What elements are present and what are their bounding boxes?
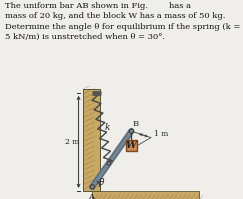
- Circle shape: [107, 162, 111, 165]
- Bar: [126, 140, 137, 151]
- Text: W: W: [126, 141, 137, 150]
- Text: 2 m: 2 m: [65, 138, 80, 146]
- Circle shape: [129, 129, 133, 133]
- Text: The uniform bar AB shown in Fig.        has a
mass of 20 kg, and the block W has: The uniform bar AB shown in Fig. has a m…: [5, 2, 240, 41]
- Text: $\theta$: $\theta$: [98, 176, 106, 187]
- Text: k: k: [104, 123, 110, 132]
- Text: 1 m: 1 m: [154, 130, 168, 138]
- Circle shape: [90, 185, 95, 189]
- Bar: [92, 191, 199, 199]
- Text: A: A: [88, 193, 95, 199]
- Text: B: B: [132, 120, 138, 128]
- Bar: [83, 89, 100, 191]
